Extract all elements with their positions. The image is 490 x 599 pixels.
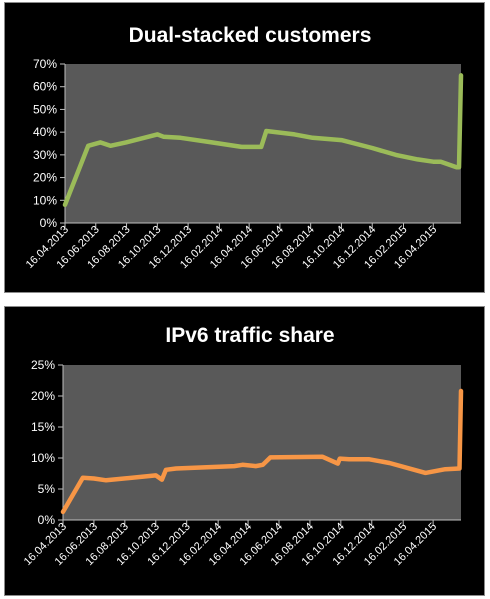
dual-stacked-chart-panel: Dual-stacked customers 0% 10% 20% 30% 40% 50%… — [4, 2, 485, 293]
y-tick-label: 40% — [33, 125, 57, 139]
chart-title: Dual-stacked customers — [129, 24, 372, 47]
dual-stacked-chart: Dual-stacked customers 0% 10% 20% 30% 40% 50%… — [24, 24, 464, 271]
chart-title: IPv6 traffic share — [165, 324, 334, 347]
y-tick-label: 20% — [31, 389, 55, 403]
y-tick-label: 30% — [33, 148, 57, 162]
y-tick-label: 20% — [33, 171, 57, 185]
y-tick-label: 5% — [38, 482, 56, 496]
y-tick-label: 10% — [31, 451, 55, 465]
y-tick-label: 60% — [33, 80, 57, 94]
series-line — [60, 388, 464, 515]
plot-area — [63, 365, 461, 520]
series-line — [62, 73, 464, 208]
y-tick-label: 10% — [33, 193, 57, 207]
ipv6-traffic-chart: IPv6 traffic share 0%5%10%15%20%25%16.04… — [22, 324, 464, 568]
y-tick-label: 15% — [31, 420, 55, 434]
y-tick-label: 0% — [40, 216, 58, 230]
y-tick-label: 0% — [38, 513, 56, 527]
y-tick-label: 25% — [31, 358, 55, 372]
y-tick-label: 70% — [33, 57, 57, 71]
ipv6-traffic-chart-panel: IPv6 traffic share 0% 5% 10% 15% 20% 25% 16.04… — [4, 306, 485, 596]
y-tick-label: 50% — [33, 102, 57, 116]
